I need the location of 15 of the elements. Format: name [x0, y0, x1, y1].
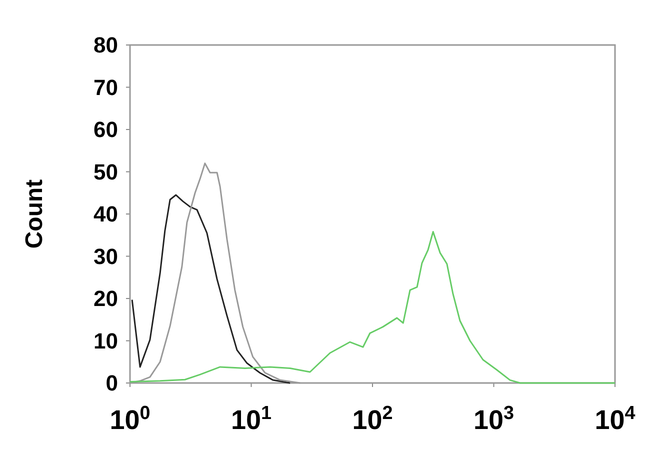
y-tick-label: 60 [94, 117, 118, 142]
y-tick-label: 20 [94, 286, 118, 312]
x-tick-label: 10$^{4}$ [594, 402, 636, 435]
y-tick-label: 0 [106, 370, 118, 396]
y-tick-label: 40 [94, 202, 118, 227]
y-axis-title: Count [21, 179, 48, 249]
x-tick-label: 10$^{2}$ [352, 402, 393, 435]
x-tick-label: 10$^{0}$ [110, 402, 150, 435]
y-tick-label: 10 [94, 328, 118, 354]
x-tick-label: 10$^{3}$ [473, 402, 514, 435]
y-tick-label: 80 [94, 32, 118, 58]
y-tick-label: 30 [94, 244, 118, 269]
y-tick-label: 70 [94, 74, 118, 100]
y-tick-label: 50 [94, 159, 118, 184]
x-tick-label: 10$^{1}$ [230, 402, 272, 435]
